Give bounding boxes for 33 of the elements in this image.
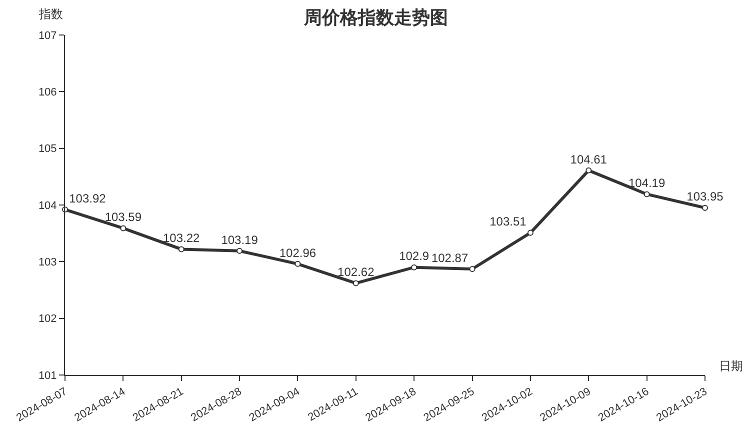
y-axis-title: 指数: [38, 7, 63, 21]
point: [236, 248, 243, 254]
y-tick-label: 103: [38, 256, 57, 269]
point: [586, 167, 592, 174]
y-tick-label: 102: [38, 313, 57, 326]
point: [352, 280, 359, 286]
y-tick-label: 106: [38, 86, 57, 99]
point: [527, 230, 534, 236]
data-label: 103.59: [104, 210, 142, 224]
data-label: 104.19: [628, 176, 666, 190]
data-label: 103.92: [69, 191, 106, 206]
point: [644, 191, 650, 198]
data-label: 104.61: [570, 152, 608, 166]
data-label: 102.62: [338, 265, 375, 280]
y-tick-label: 105: [38, 143, 57, 156]
data-label: 103.51: [490, 214, 527, 229]
y-tick-label: 104: [38, 200, 57, 212]
point: [469, 266, 476, 272]
point: [178, 246, 184, 252]
point: [702, 204, 708, 211]
data-label: 102.87: [431, 250, 468, 265]
data-label: 102.96: [279, 246, 316, 260]
y-tick-label: 101: [38, 370, 57, 382]
y-tick-label: 107: [38, 30, 57, 42]
point: [411, 264, 418, 270]
data-label: 102.9: [399, 249, 430, 264]
x-axis-title: 日期: [719, 359, 743, 373]
point: [120, 225, 126, 232]
data-label: 103.95: [686, 190, 724, 204]
data-label: 103.19: [221, 232, 258, 247]
data-label: 103.22: [163, 231, 200, 246]
chart-title: 周价格指数走势图: [303, 7, 448, 28]
point: [294, 260, 301, 267]
